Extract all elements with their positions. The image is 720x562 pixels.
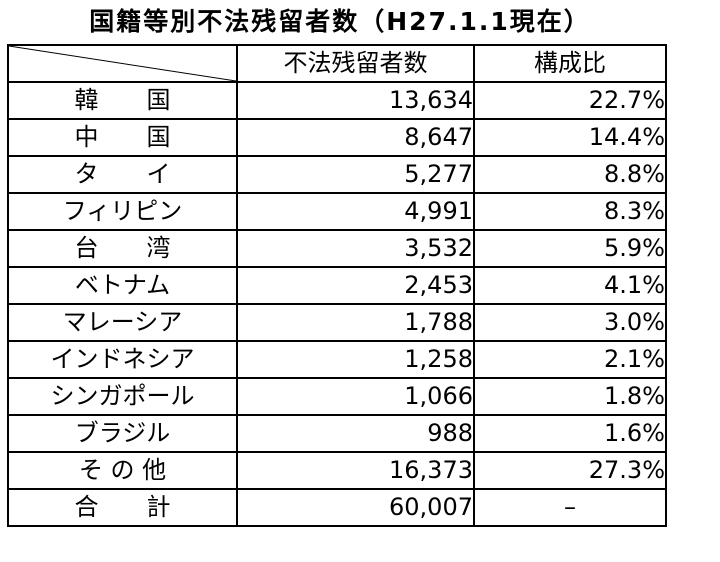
- country-cell: 中 国: [7, 118, 238, 157]
- ratio-cell: 27.3%: [473, 451, 667, 490]
- diagonal-header-cell: [7, 44, 238, 83]
- table-row: 中 国 8,647 14.4%: [7, 118, 667, 157]
- count-cell: 1,788: [236, 303, 475, 342]
- table-row: 台 湾 3,532 5.9%: [7, 229, 667, 268]
- count-cell: 8,647: [236, 118, 475, 157]
- total-row: 合 計 60,007 –: [7, 488, 667, 527]
- table-row: フィリピン 4,991 8.3%: [7, 192, 667, 231]
- table-row: ベトナム 2,453 4.1%: [7, 266, 667, 305]
- count-cell: 1,066: [236, 377, 475, 416]
- ratio-cell: 4.1%: [473, 266, 667, 305]
- table-row: タ イ 5,277 8.8%: [7, 155, 667, 194]
- count-cell: 4,991: [236, 192, 475, 231]
- country-cell: ベトナム: [7, 266, 238, 305]
- table-row: ブラジル 988 1.6%: [7, 414, 667, 453]
- header-count: 不法残留者数: [236, 44, 475, 83]
- total-count-cell: 60,007: [236, 488, 475, 527]
- country-cell: タ イ: [7, 155, 238, 194]
- ratio-cell: 22.7%: [473, 81, 667, 120]
- count-cell: 13,634: [236, 81, 475, 120]
- ratio-cell: 3.0%: [473, 303, 667, 342]
- country-cell: インドネシア: [7, 340, 238, 379]
- count-cell: 3,532: [236, 229, 475, 268]
- table-row: そ の 他 16,373 27.3%: [7, 451, 667, 490]
- country-cell: 台 湾: [7, 229, 238, 268]
- illegal-overstayers-table: 不法残留者数 構成比 韓 国 13,634 22.7% 中 国 8,647 14…: [7, 44, 667, 527]
- header-row: 不法残留者数 構成比: [7, 44, 667, 83]
- count-cell: 2,453: [236, 266, 475, 305]
- country-cell: 韓 国: [7, 81, 238, 120]
- count-cell: 1,258: [236, 340, 475, 379]
- country-cell: そ の 他: [7, 451, 238, 490]
- diagonal-line: [9, 46, 236, 81]
- total-label-cell: 合 計: [7, 488, 238, 527]
- ratio-cell: 5.9%: [473, 229, 667, 268]
- country-cell: フィリピン: [7, 192, 238, 231]
- country-cell: ブラジル: [7, 414, 238, 453]
- count-cell: 988: [236, 414, 475, 453]
- table-row: 韓 国 13,634 22.7%: [7, 81, 667, 120]
- ratio-cell: 1.8%: [473, 377, 667, 416]
- count-cell: 16,373: [236, 451, 475, 490]
- ratio-cell: 14.4%: [473, 118, 667, 157]
- ratio-cell: 2.1%: [473, 340, 667, 379]
- header-ratio: 構成比: [473, 44, 667, 83]
- ratio-cell: 8.8%: [473, 155, 667, 194]
- page-title: 国籍等別不法残留者数（H27.1.1現在）: [89, 7, 591, 36]
- country-cell: マレーシア: [7, 303, 238, 342]
- ratio-cell: 8.3%: [473, 192, 667, 231]
- table-row: マレーシア 1,788 3.0%: [7, 303, 667, 342]
- ratio-cell: 1.6%: [473, 414, 667, 453]
- total-ratio-cell: –: [473, 488, 667, 527]
- country-cell: シンガポール: [7, 377, 238, 416]
- count-cell: 5,277: [236, 155, 475, 194]
- table-row: インドネシア 1,258 2.1%: [7, 340, 667, 379]
- table-row: シンガポール 1,066 1.8%: [7, 377, 667, 416]
